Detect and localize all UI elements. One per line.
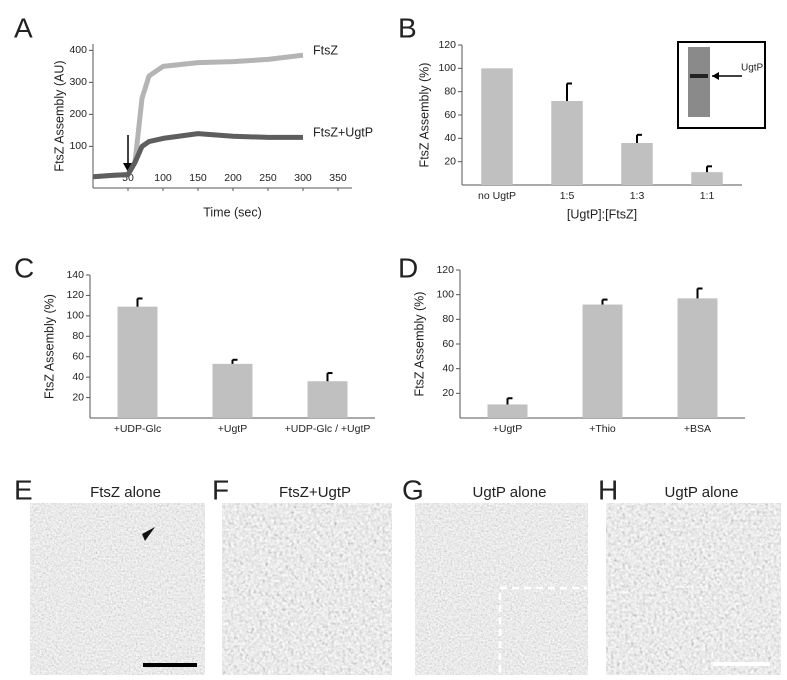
y-tick-label: 120 [66,289,84,301]
micrograph-title: UgtP alone [665,484,739,501]
panel-letter: C [14,252,34,283]
x-tick-label: +UDP-Glc / +UgtP [285,423,371,435]
fiber-arrow [142,527,155,541]
y-axis-title: FtsZ Assembly (%) [42,294,56,399]
x-tick-label: 100 [154,172,172,184]
x-tick-label: +UgtP [218,423,247,435]
error-bar [231,358,238,364]
x-tick-label: 1:5 [560,190,575,202]
x-tick-label: +Thio [589,423,616,435]
y-tick-label: 60 [442,338,454,350]
micrograph-title: FtsZ+UgtP [279,484,351,501]
line [92,131,303,180]
bar [212,363,253,418]
y-tick-label: 80 [442,313,454,325]
panel-letter: E [14,474,33,505]
y-tick-label: 80 [444,85,456,97]
y-tick-label: 20 [444,155,456,167]
y-tick-label: 80 [72,330,84,342]
bar [691,172,723,185]
panel-letter: A [14,12,33,43]
y-tick-label: 60 [444,109,456,121]
bar [481,68,513,185]
bar [117,306,158,418]
y-axis-title: FtsZ Assembly (AU) [52,60,66,171]
y-tick-label: 140 [66,269,84,281]
error-bar [696,287,703,299]
y-tick-label: 100 [66,310,84,322]
panel-letter: B [398,12,417,43]
zoom-box [498,586,587,672]
y-axis-title: FtsZ Assembly (%) [417,63,431,168]
bar [621,143,653,185]
micrograph [606,503,781,675]
panel-letter: F [212,474,229,505]
y-tick-label: 300 [69,76,87,88]
error-bar [601,298,608,305]
y-tick-label: 20 [72,391,84,403]
series-label: FtsZ [313,43,338,57]
y-tick-label: 60 [72,350,84,362]
y-tick-label: 40 [442,362,454,374]
x-axis-title: Time (sec) [203,205,262,219]
error-bar [566,82,572,101]
line [92,52,304,180]
x-tick-label: 250 [259,172,277,184]
x-tick-label: no UgtP [478,190,516,202]
y-tick-label: 120 [438,39,456,51]
micrograph [222,503,392,675]
x-tick-label: 1:1 [700,190,715,202]
y-tick-label: 200 [69,108,87,120]
bar [677,298,718,418]
micrograph-title: UgtP alone [473,484,547,501]
y-tick-label: 20 [442,387,454,399]
error-bar [326,372,333,382]
x-tick-label: 1:3 [630,190,645,202]
bar [582,304,623,418]
x-tick-label: +UDP-Glc [114,423,162,435]
y-tick-label: 100 [436,288,454,300]
series-label: FtsZ+UgtP [313,126,373,140]
micrograph [30,503,205,675]
panel-letter: D [398,252,418,283]
panel-letter: G [402,474,424,505]
bar [307,381,348,418]
bar [487,404,528,418]
y-tick-label: 120 [436,264,454,276]
x-tick-label: 350 [329,172,347,184]
x-axis-title: [UgtP]:[FtsZ] [567,207,637,221]
error-bar [636,133,642,143]
error-bar [506,397,513,405]
x-tick-label: 200 [224,172,242,184]
x-tick-label: 150 [189,172,207,184]
x-tick-label: 300 [294,172,312,184]
error-bar [706,165,712,173]
x-tick-label: +UgtP [493,423,522,435]
y-tick-label: 400 [69,44,87,56]
inset: UgtP [677,41,766,129]
x-tick-label: 50 [122,172,134,184]
y-axis-title: FtsZ Assembly (%) [412,292,426,397]
y-tick-label: 100 [438,62,456,74]
y-tick-label: 40 [72,371,84,383]
error-bar [136,297,143,307]
bar [551,101,583,185]
inset-label: UgtP [741,63,764,74]
y-tick-label: 40 [444,132,456,144]
panel-letter: H [598,474,618,505]
micrograph-title: FtsZ alone [90,484,161,501]
y-tick-label: 100 [69,140,87,152]
x-tick-label: +BSA [684,423,711,435]
